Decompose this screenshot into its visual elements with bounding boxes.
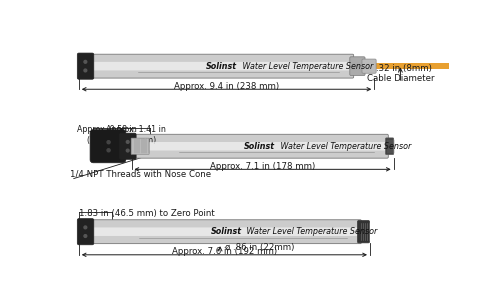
- Text: Approx. 0.58 in
(14.7 mm): Approx. 0.58 in (14.7 mm): [78, 126, 137, 145]
- FancyBboxPatch shape: [134, 142, 386, 150]
- Text: ø .86 in (22mm): ø .86 in (22mm): [224, 244, 294, 252]
- Circle shape: [84, 61, 86, 63]
- FancyBboxPatch shape: [78, 219, 94, 245]
- Circle shape: [84, 69, 86, 72]
- Text: Solinst: Solinst: [244, 142, 276, 151]
- Text: Water Level Temperature Sensor: Water Level Temperature Sensor: [240, 62, 373, 71]
- Text: Water Level Temperature Sensor: Water Level Temperature Sensor: [278, 142, 411, 151]
- FancyBboxPatch shape: [92, 228, 359, 236]
- Text: Solinst: Solinst: [210, 227, 242, 236]
- Text: Approx. 9.4 in (238 mm): Approx. 9.4 in (238 mm): [174, 82, 279, 91]
- Circle shape: [107, 149, 110, 152]
- FancyBboxPatch shape: [90, 130, 126, 163]
- FancyBboxPatch shape: [362, 59, 376, 73]
- FancyBboxPatch shape: [350, 57, 365, 76]
- Circle shape: [126, 141, 129, 143]
- FancyBboxPatch shape: [131, 138, 149, 154]
- FancyBboxPatch shape: [78, 53, 94, 79]
- FancyBboxPatch shape: [358, 221, 370, 243]
- FancyBboxPatch shape: [132, 134, 388, 158]
- Text: Approx. 1.41 in
(35.8 mm): Approx. 1.41 in (35.8 mm): [106, 126, 166, 145]
- FancyBboxPatch shape: [120, 133, 136, 159]
- Circle shape: [84, 234, 86, 237]
- Text: 1.83 in (46.5 mm) to Zero Point: 1.83 in (46.5 mm) to Zero Point: [79, 209, 214, 218]
- FancyBboxPatch shape: [90, 54, 354, 78]
- Text: 1/4 NPT Threads with Nose Cone: 1/4 NPT Threads with Nose Cone: [70, 169, 211, 178]
- Circle shape: [107, 141, 110, 144]
- FancyBboxPatch shape: [92, 62, 351, 70]
- Circle shape: [84, 226, 86, 229]
- Text: Solinst: Solinst: [206, 62, 238, 71]
- Text: Water Level Temperature Sensor: Water Level Temperature Sensor: [244, 227, 378, 236]
- Text: Approx. 7.1 in (178 mm): Approx. 7.1 in (178 mm): [210, 162, 315, 171]
- FancyBboxPatch shape: [386, 138, 394, 154]
- FancyBboxPatch shape: [90, 220, 362, 244]
- Bar: [374, 63, 449, 70]
- Circle shape: [126, 149, 129, 152]
- Text: ø .32 in (8mm)
Cable Diameter: ø .32 in (8mm) Cable Diameter: [366, 64, 434, 83]
- Text: Approx. 7.6 in (192 mm): Approx. 7.6 in (192 mm): [172, 247, 277, 256]
